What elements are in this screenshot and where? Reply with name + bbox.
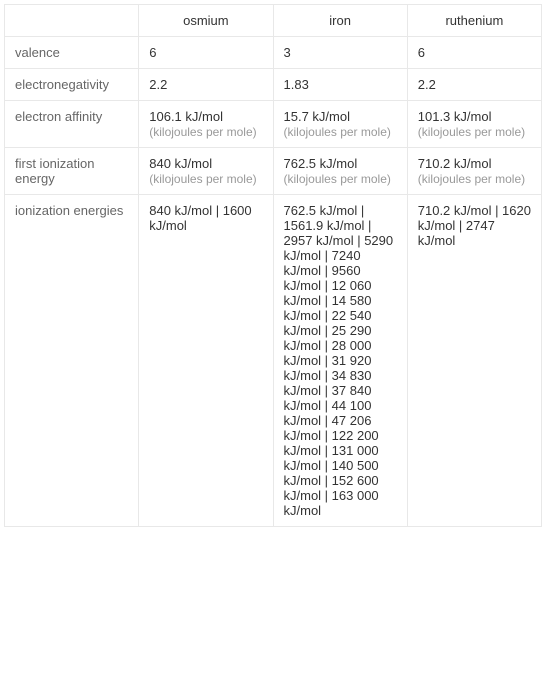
osmium-header: osmium bbox=[139, 5, 273, 37]
iron-header: iron bbox=[273, 5, 407, 37]
ionization-energies-label: ionization energies bbox=[5, 195, 139, 527]
ionization-energies-osmium: 840 kJ/mol | 1600 kJ/mol bbox=[139, 195, 273, 527]
valence-iron: 3 bbox=[273, 37, 407, 69]
empty-header bbox=[5, 5, 139, 37]
electron-affinity-osmium: 106.1 kJ/mol (kilojoules per mole) bbox=[139, 101, 273, 148]
ea-osmium-value: 106.1 kJ/mol bbox=[149, 109, 223, 124]
electron-affinity-iron: 15.7 kJ/mol (kilojoules per mole) bbox=[273, 101, 407, 148]
first-ionization-ruthenium: 710.2 kJ/mol (kilojoules per mole) bbox=[407, 148, 541, 195]
electron-affinity-label: electron affinity bbox=[5, 101, 139, 148]
fi-iron-unit: (kilojoules per mole) bbox=[284, 172, 391, 186]
electronegativity-label: electronegativity bbox=[5, 69, 139, 101]
fi-ruthenium-value: 710.2 kJ/mol bbox=[418, 156, 492, 171]
fi-osmium-value: 840 kJ/mol bbox=[149, 156, 212, 171]
electronegativity-row: electronegativity 2.2 1.83 2.2 bbox=[5, 69, 542, 101]
ionization-energies-iron: 762.5 kJ/mol | 1561.9 kJ/mol | 2957 kJ/m… bbox=[273, 195, 407, 527]
electronegativity-osmium: 2.2 bbox=[139, 69, 273, 101]
valence-osmium: 6 bbox=[139, 37, 273, 69]
ruthenium-header: ruthenium bbox=[407, 5, 541, 37]
valence-row: valence 6 3 6 bbox=[5, 37, 542, 69]
valence-label: valence bbox=[5, 37, 139, 69]
ea-iron-unit: (kilojoules per mole) bbox=[284, 125, 391, 139]
ea-osmium-unit: (kilojoules per mole) bbox=[149, 125, 256, 139]
electron-affinity-ruthenium: 101.3 kJ/mol (kilojoules per mole) bbox=[407, 101, 541, 148]
header-row: osmium iron ruthenium bbox=[5, 5, 542, 37]
first-ionization-osmium: 840 kJ/mol (kilojoules per mole) bbox=[139, 148, 273, 195]
ea-iron-value: 15.7 kJ/mol bbox=[284, 109, 350, 124]
ea-ruthenium-value: 101.3 kJ/mol bbox=[418, 109, 492, 124]
fi-ruthenium-unit: (kilojoules per mole) bbox=[418, 172, 525, 186]
electron-affinity-row: electron affinity 106.1 kJ/mol (kilojoul… bbox=[5, 101, 542, 148]
properties-table: osmium iron ruthenium valence 6 3 6 elec… bbox=[4, 4, 542, 527]
first-ionization-label: first ionization energy bbox=[5, 148, 139, 195]
first-ionization-row: first ionization energy 840 kJ/mol (kilo… bbox=[5, 148, 542, 195]
ionization-energies-row: ionization energies 840 kJ/mol | 1600 kJ… bbox=[5, 195, 542, 527]
electronegativity-ruthenium: 2.2 bbox=[407, 69, 541, 101]
fi-osmium-unit: (kilojoules per mole) bbox=[149, 172, 256, 186]
fi-iron-value: 762.5 kJ/mol bbox=[284, 156, 358, 171]
first-ionization-iron: 762.5 kJ/mol (kilojoules per mole) bbox=[273, 148, 407, 195]
ionization-energies-ruthenium: 710.2 kJ/mol | 1620 kJ/mol | 2747 kJ/mol bbox=[407, 195, 541, 527]
ea-ruthenium-unit: (kilojoules per mole) bbox=[418, 125, 525, 139]
electronegativity-iron: 1.83 bbox=[273, 69, 407, 101]
valence-ruthenium: 6 bbox=[407, 37, 541, 69]
